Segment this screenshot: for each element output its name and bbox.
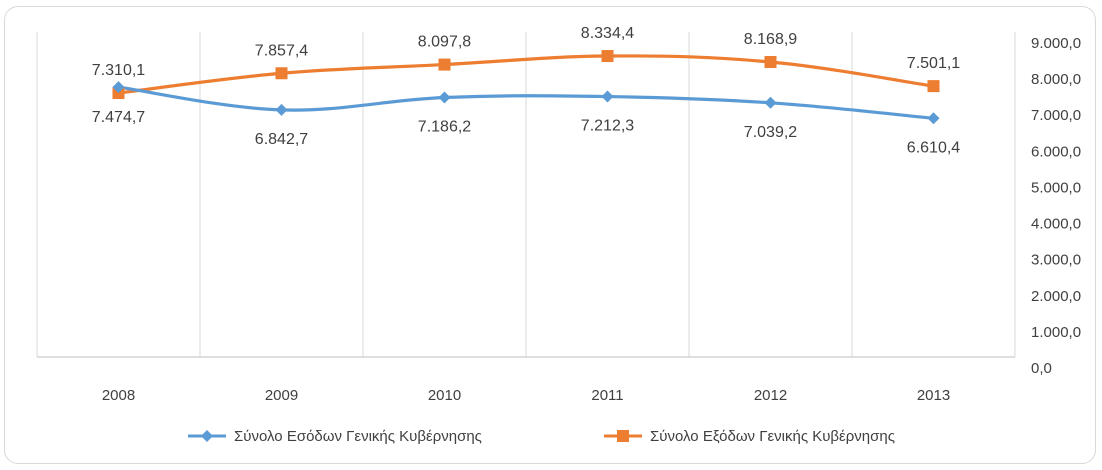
data-label-series-0: 6.842,7 — [255, 131, 308, 148]
data-label-series-0: 7.474,7 — [92, 109, 145, 126]
chart-lines — [116, 54, 936, 120]
y-tick-label: 8.000,0 — [1031, 71, 1081, 88]
x-tick-label: 2012 — [754, 387, 787, 404]
y-tick-label: 5.000,0 — [1031, 179, 1081, 196]
legend-label: Σύνολο Εξόδων Γενικής Κυβέρνησης — [650, 428, 895, 445]
x-tick-label: 2009 — [265, 387, 298, 404]
chart-grid — [36, 32, 1016, 357]
legend-label: Σύνολο Εσόδων Γενικής Κυβέρνησης — [234, 428, 482, 445]
legend-marker — [617, 430, 629, 442]
data-label-series-1: 8.097,8 — [418, 34, 471, 51]
data-point-series-1 — [275, 67, 288, 80]
y-tick-label: 3.000,0 — [1031, 252, 1081, 269]
data-point-series-1 — [438, 58, 451, 71]
y-tick-label: 6.000,0 — [1031, 143, 1081, 160]
data-label-series-0: 7.039,2 — [744, 124, 797, 141]
y-tick-label: 4.000,0 — [1031, 216, 1081, 233]
data-point-series-1 — [764, 56, 777, 69]
data-point-series-1 — [601, 50, 614, 63]
data-point-series-0 — [764, 96, 777, 109]
data-point-series-1 — [927, 80, 940, 93]
series-line-1 — [116, 54, 936, 95]
data-label-series-0: 7.186,2 — [418, 118, 471, 135]
data-label-series-0: 7.212,3 — [581, 118, 634, 135]
series-line-0 — [116, 85, 936, 120]
data-point-series-0 — [112, 81, 125, 94]
y-tick-label: 0,0 — [1031, 360, 1052, 377]
data-label-series-1: 7.310,1 — [92, 62, 145, 79]
data-point-series-0 — [601, 90, 614, 103]
legend-item: Σύνολο Εξόδων Γενικής Κυβέρνησης — [604, 428, 895, 445]
y-tick-label: 1.000,0 — [1031, 324, 1081, 341]
y-tick-label: 7.000,0 — [1031, 107, 1081, 124]
chart-markers — [112, 50, 940, 125]
y-tick-label: 2.000,0 — [1031, 288, 1081, 305]
data-point-series-0 — [275, 103, 288, 116]
x-tick-label: 2011 — [591, 387, 623, 404]
data-point-series-0 — [927, 112, 940, 125]
chart-legend: Σύνολο Εσόδων Γενικής Κυβέρνησης Σύνολο Ε… — [188, 428, 895, 445]
legend-marker — [201, 430, 213, 442]
y-tick-label: 9.000,0 — [1031, 35, 1081, 52]
data-label-series-0: 6.610,4 — [907, 139, 960, 156]
chart-data-labels: 7.310,1 7.857,4 8.097,8 8.334,4 8.168,9 7.501… — [92, 25, 960, 156]
data-label-series-1: 7.501,1 — [907, 55, 960, 72]
x-tick-label: 2008 — [102, 387, 135, 404]
data-point-series-0 — [438, 91, 451, 104]
chart-axes: 2008 2009 2010 2011 2012 2013 0,0 1.000,0 2.000,… — [37, 35, 1081, 404]
data-label-series-1: 8.334,4 — [581, 25, 634, 42]
legend-item: Σύνολο Εσόδων Γενικής Κυβέρνησης — [188, 428, 482, 445]
data-label-series-1: 7.857,4 — [255, 42, 308, 59]
x-tick-label: 2013 — [917, 387, 950, 404]
data-label-series-1: 8.168,9 — [744, 31, 797, 48]
x-tick-label: 2010 — [428, 387, 461, 404]
